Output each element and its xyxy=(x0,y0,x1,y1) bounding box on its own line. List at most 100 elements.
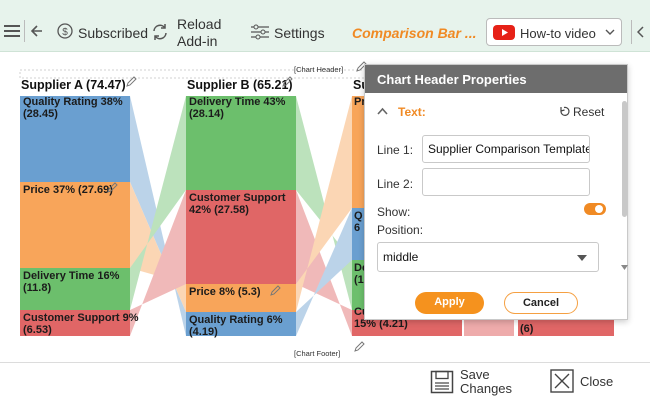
hamburger-menu-icon[interactable] xyxy=(4,24,20,38)
line1-label: Line 1: xyxy=(377,143,414,157)
position-select[interactable]: middle xyxy=(377,242,599,272)
youtube-play-icon xyxy=(493,25,515,40)
label-line: Price 8% (5.3) xyxy=(189,286,261,298)
label-line: 6 xyxy=(354,222,361,234)
save-label-line1: Save xyxy=(460,367,490,382)
segment-label-b-price: Price 8% (5.3) xyxy=(189,286,261,298)
howto-video-dropdown[interactable]: How-to video xyxy=(486,18,622,46)
show-toggle[interactable] xyxy=(584,203,606,215)
text-section-label: Text: xyxy=(398,105,426,119)
chart-header-tag[interactable]: [Chart Header] xyxy=(294,65,344,74)
position-select-value: middle xyxy=(383,250,419,264)
cancel-button[interactable]: Cancel xyxy=(504,292,578,314)
flow-price-b-c xyxy=(296,96,352,312)
line2-label: Line 2: xyxy=(377,177,414,191)
edit-pencil-icon[interactable] xyxy=(270,285,281,296)
flow-delivery-a-b xyxy=(130,96,186,310)
panel-title: Chart Header Properties xyxy=(365,65,627,93)
reset-undo-icon xyxy=(560,106,570,116)
top-toolbar: $ Subscribed Reload Add-in Settings Comp… xyxy=(0,0,650,52)
reload-icon[interactable] xyxy=(151,23,169,41)
supplier-a-title[interactable]: Supplier A (74.47) xyxy=(21,78,126,92)
edit-pencil-icon[interactable] xyxy=(126,76,137,87)
apply-button[interactable]: Apply xyxy=(415,292,484,314)
label-line: Delivery Time 16% xyxy=(23,270,120,282)
close-x-icon xyxy=(550,369,574,393)
chevron-down-icon xyxy=(605,28,615,36)
reload-addin-button[interactable]: Reload Add-in xyxy=(177,16,221,50)
toolbar-divider-right xyxy=(631,20,632,44)
flow-support-b-c xyxy=(296,190,352,336)
bar-b-support xyxy=(186,190,296,284)
close-label: Close xyxy=(580,374,614,389)
chevron-up-icon[interactable] xyxy=(377,107,388,115)
label-line: Quality Rating 38% xyxy=(23,96,123,108)
bar-b-delivery xyxy=(186,96,296,190)
dropdown-caret-icon xyxy=(577,255,587,261)
edit-pencil-icon[interactable] xyxy=(356,61,367,72)
flow-quality-b-c xyxy=(296,208,352,336)
settings-button[interactable]: Settings xyxy=(274,25,325,41)
panel-scrollbar-thumb[interactable] xyxy=(622,101,627,217)
label-line: Quality Rating 6% xyxy=(189,314,283,326)
howto-video-label: How-to video xyxy=(520,26,596,41)
reload-label-line1: Reload xyxy=(177,16,222,32)
segment-label-b-support: Customer Support 42% (27.58) xyxy=(189,192,286,216)
position-label: Position: xyxy=(377,223,424,237)
flow-price-a-b xyxy=(130,182,186,312)
reload-label-line2: Add-in xyxy=(177,33,218,49)
bar-b-price xyxy=(186,284,296,312)
segment-label-c-price: Pr xyxy=(354,96,366,108)
segment-label-b-delivery: Delivery Time 43% (28.14) xyxy=(189,96,285,120)
bar-a-quality xyxy=(20,96,130,182)
bar-a-support xyxy=(20,310,130,336)
label-line: Q xyxy=(354,210,363,222)
label-line: (28.14) xyxy=(189,108,224,120)
label-line: (4.19) xyxy=(189,326,218,338)
toggle-knob xyxy=(595,205,603,213)
edit-pencil-icon[interactable] xyxy=(107,182,118,193)
segment-label-a-support: Customer Support 9% (6.53) xyxy=(23,312,139,336)
label-line: Customer Support 9% xyxy=(23,312,139,324)
chart-footer-tag[interactable]: [Chart Footer] xyxy=(294,349,341,358)
label-line: (11.8) xyxy=(23,282,52,294)
segment-label-b-quality: Quality Rating 6% (4.19) xyxy=(189,314,283,338)
toolbar-divider xyxy=(24,20,25,42)
save-label-line2: Changes xyxy=(460,381,513,396)
label-line: Delivery Time 43% xyxy=(189,96,286,108)
flow-support-a-b xyxy=(130,190,186,336)
collapse-chevron-left-icon[interactable] xyxy=(637,26,645,38)
segment-label-a-quality: Quality Rating 38% (28.45) xyxy=(23,96,123,120)
chart-header-properties-panel: Chart Header Properties Text: Reset Line… xyxy=(364,64,628,320)
label-line: 15% (4.21) xyxy=(354,318,408,330)
label-line: 42% (27.58) xyxy=(189,204,249,216)
supplier-b-title[interactable]: Supplier B (65.21) xyxy=(187,78,293,92)
svg-text:$: $ xyxy=(62,27,68,38)
edit-pencil-icon[interactable] xyxy=(282,76,293,87)
flow-quality-a-b xyxy=(130,96,186,336)
back-arrow-icon[interactable] xyxy=(29,24,43,38)
flow-delivery-b-c xyxy=(296,96,352,310)
bar-a-price xyxy=(20,182,130,268)
line2-input[interactable] xyxy=(422,168,590,196)
edit-pencil-icon[interactable] xyxy=(354,341,365,352)
segment-label-a-delivery: Delivery Time 16% (11.8) xyxy=(23,270,119,294)
line1-input[interactable]: Supplier Comparison Template xyxy=(422,135,590,163)
footer-bar: Save Changes Close xyxy=(0,362,650,416)
dollar-circle-icon[interactable]: $ xyxy=(57,23,73,39)
chart-name-title: Comparison Bar ... xyxy=(352,25,477,41)
bar-b-quality xyxy=(186,312,296,336)
show-label: Show: xyxy=(377,205,411,219)
scroll-down-arrow-icon[interactable] xyxy=(621,265,628,270)
bar-a-delivery xyxy=(20,268,130,310)
reset-label: Reset xyxy=(573,105,605,119)
label-line: Customer Support xyxy=(189,192,286,204)
save-floppy-icon xyxy=(430,370,454,394)
settings-sliders-icon[interactable] xyxy=(251,24,269,40)
save-changes-label: Save Changes xyxy=(460,368,512,396)
label-line: (28.45) xyxy=(23,108,58,120)
label-line: (6.53) xyxy=(23,324,52,336)
label-line: Price 37% (27.69) xyxy=(23,184,113,196)
segment-label-a-price: Price 37% (27.69) xyxy=(23,184,113,196)
subscribed-button[interactable]: Subscribed xyxy=(78,25,149,41)
